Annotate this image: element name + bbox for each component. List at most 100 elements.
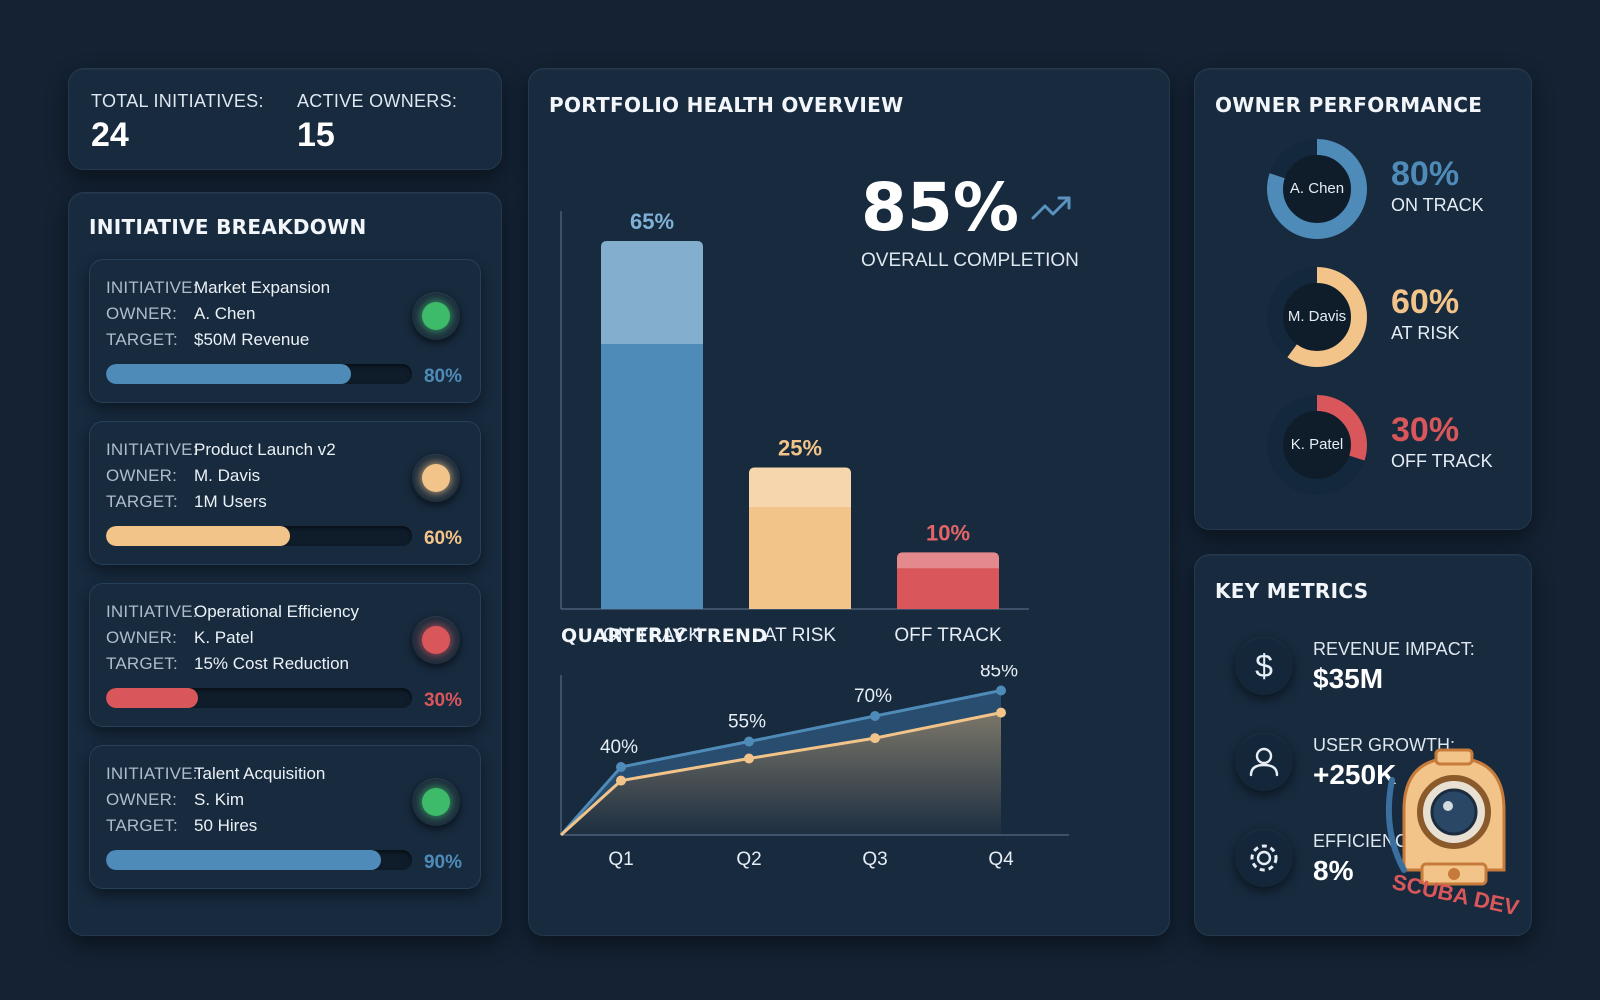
field-value: 50 Hires: [194, 816, 258, 835]
initiative-field: OWNER: K. Patel: [106, 628, 254, 648]
trend-value-label: 70%: [854, 686, 892, 707]
owner-performance-panel: OWNER PERFORMANCE A. Chen 80% ON TRACK M. D…: [1194, 68, 1532, 530]
status-indicator-icon: [412, 616, 460, 664]
field-key: OWNER:: [106, 628, 178, 647]
trend-point-secondary: [996, 707, 1006, 718]
bar: [601, 241, 703, 609]
summary-panel: TOTAL INITIATIVES: 24 ACTIVE OWNERS: 15: [68, 68, 502, 170]
progress-bar: [106, 688, 412, 708]
owner-status: AT RISK: [1391, 323, 1460, 343]
field-key: OWNER:: [106, 304, 178, 323]
bar-highlight: [601, 241, 703, 345]
field-value: S. Kim: [194, 790, 245, 809]
portfolio-health-panel: PORTFOLIO HEALTH OVERVIEW 85% OVERALL CO…: [528, 68, 1170, 936]
trend-point-secondary: [870, 733, 880, 744]
trend-point: [744, 736, 754, 747]
field-key: TARGET:: [106, 654, 178, 673]
field-key: TARGET:: [106, 492, 178, 511]
initiative-field: OWNER: S. Kim: [106, 790, 244, 810]
active-owners-value: 15: [297, 116, 335, 154]
initiative-card[interactable]: INITIATIVE:Operational Efficiency OWNER: K…: [89, 583, 481, 727]
svg-text:$: $: [1255, 648, 1273, 684]
overall-completion-value: 85%: [861, 169, 1019, 246]
active-owners-stat: ACTIVE OWNERS: 15: [297, 91, 457, 155]
bar: [897, 552, 999, 609]
initiative-field: INITIATIVE:Product Launch v2: [106, 440, 336, 460]
trend-value-label: 85%: [980, 665, 1018, 682]
trend-point: [996, 685, 1006, 696]
field-key: OWNER:: [106, 466, 178, 485]
owner-percent: 30%: [1391, 411, 1460, 449]
total-initiatives-value: 24: [91, 116, 129, 154]
overall-completion-label: OVERALL COMPLETION: [861, 250, 1079, 271]
bar-category-label: OFF TRACK: [894, 625, 1002, 646]
dollar-icon: $: [1235, 637, 1293, 695]
metric-label: REVENUE IMPACT:: [1313, 639, 1475, 659]
trend-category-label: Q2: [736, 849, 761, 870]
key-metrics-title: KEY METRICS: [1215, 579, 1369, 603]
field-key: INITIATIVE:: [106, 764, 198, 783]
progress-percent: 30%: [423, 690, 462, 711]
status-indicator-icon: [412, 778, 460, 826]
breakdown-title: INITIATIVE BREAKDOWN: [89, 215, 367, 239]
initiative-card[interactable]: INITIATIVE:Talent Acquisition OWNER: S. Ki…: [89, 745, 481, 889]
field-value: Product Launch v2: [194, 440, 336, 459]
progress-fill: [106, 364, 351, 384]
trend-category-label: Q3: [862, 849, 887, 870]
field-value: 15% Cost Reduction: [194, 654, 349, 673]
health-title: PORTFOLIO HEALTH OVERVIEW: [549, 93, 904, 117]
field-key: INITIATIVE:: [106, 602, 198, 621]
trend-point-secondary: [744, 753, 754, 764]
owner-status: OFF TRACK: [1391, 451, 1493, 471]
progress-fill: [106, 688, 198, 708]
field-key: TARGET:: [106, 330, 178, 349]
field-value: Talent Acquisition: [194, 764, 326, 783]
donut-arc: [1267, 267, 1367, 367]
bar-value-label: 10%: [926, 520, 970, 545]
owner-donut: A. Chen: [1265, 137, 1369, 241]
owner-name: K. Patel: [1290, 436, 1344, 453]
progress-bar: [106, 364, 412, 384]
bar-category-label: ON TRACK: [603, 625, 701, 646]
scuba-dev-logo: SCUBA DEV: [1374, 740, 1534, 920]
status-indicator-icon: [412, 292, 460, 340]
total-initiatives-label: TOTAL INITIATIVES:: [91, 91, 264, 111]
progress-percent: 90%: [423, 852, 462, 873]
progress-percent: 60%: [423, 528, 462, 549]
donut-arc: [1267, 395, 1367, 495]
progress-percent: 80%: [423, 366, 462, 387]
trend-area: [561, 712, 1001, 835]
field-value: $50M Revenue: [194, 330, 310, 349]
quarterly-trend-title: QUARTERLY TREND: [561, 625, 768, 647]
status-light: [422, 788, 450, 816]
initiative-field: TARGET: 15% Cost Reduction: [106, 654, 349, 674]
status-light: [422, 626, 450, 654]
field-value: M. Davis: [194, 466, 261, 485]
total-initiatives-stat: TOTAL INITIATIVES: 24: [91, 91, 264, 155]
quarterly-trend-chart: 40% 55% 70% 85% Q1 Q2 Q3 Q4: [559, 665, 1069, 870]
key-metrics-panel: KEY METRICS $ REVENUE IMPACT: $35M USER GRO…: [1194, 554, 1532, 936]
progress-fill: [106, 526, 290, 546]
trend-band: [561, 690, 1001, 835]
bar-value-label: 25%: [778, 435, 822, 460]
status-bar-chart: 65% ON TRACK 25% AT RISK 10% OFF TRACK: [560, 209, 1029, 646]
initiative-field: TARGET: $50M Revenue: [106, 330, 309, 350]
initiative-card[interactable]: INITIATIVE:Product Launch v2 OWNER: M. Dav…: [89, 421, 481, 565]
user-icon: [1235, 733, 1293, 791]
bar-category-label: AT RISK: [764, 625, 836, 646]
field-key: INITIATIVE:: [106, 440, 198, 459]
owner-percent: 80%: [1391, 155, 1460, 193]
field-value: A. Chen: [194, 304, 256, 323]
trend-value-label: 55%: [728, 712, 766, 733]
gear-icon: [1235, 829, 1293, 887]
field-key: INITIATIVE:: [106, 278, 198, 297]
overall-completion: 85% OVERALL COMPLETION: [861, 169, 1079, 272]
initiative-card[interactable]: INITIATIVE:Market Expansion OWNER: A. Chen…: [89, 259, 481, 403]
owner-name: M. Davis: [1287, 308, 1347, 325]
trend-point-secondary: [616, 775, 626, 786]
bar-highlight: [897, 552, 999, 569]
progress-bar: [106, 850, 412, 870]
owner-name: A. Chen: [1289, 180, 1345, 197]
initiative-field: TARGET: 1M Users: [106, 492, 267, 512]
owner-donut: M. Davis: [1265, 265, 1369, 369]
